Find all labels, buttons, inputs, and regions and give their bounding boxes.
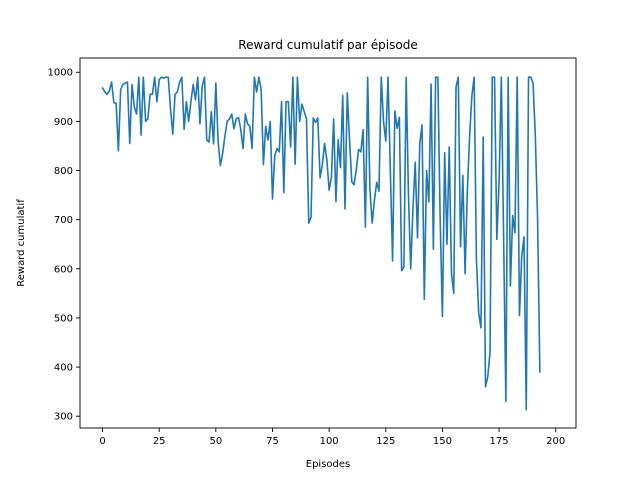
plot-frame (79, 57, 577, 429)
x-axis: 0 25 50 75 100 125 150 175 200 (99, 428, 565, 447)
y-axis-label: Reward cumulatif (16, 199, 27, 287)
series-line (101, 76, 541, 411)
y-axis: 300 400 500 600 700 800 900 1000 (48, 68, 80, 423)
x-tick-label: 75 (266, 436, 279, 447)
plot-area (79, 57, 577, 429)
y-tick-label: 400 (54, 363, 73, 374)
x-tick-label: 150 (433, 436, 452, 447)
y-tick-label: 300 (54, 412, 73, 423)
x-tick-label: 200 (546, 436, 565, 447)
x-tick-label: 50 (209, 436, 222, 447)
x-tick-label: 175 (490, 436, 509, 447)
y-tick-label: 700 (54, 215, 73, 226)
x-tick-label: 25 (153, 436, 166, 447)
y-tick-label: 1000 (48, 68, 73, 79)
chart-title: Reward cumulatif par épisode (238, 38, 417, 52)
y-tick-label: 800 (54, 166, 73, 177)
x-tick-label: 0 (99, 436, 105, 447)
y-tick-label: 500 (54, 313, 73, 324)
x-tick-label: 125 (376, 436, 395, 447)
x-axis-label: Episodes (306, 459, 350, 470)
x-tick-label: 100 (320, 436, 339, 447)
y-tick-label: 900 (54, 117, 73, 128)
y-tick-label: 600 (54, 264, 73, 275)
